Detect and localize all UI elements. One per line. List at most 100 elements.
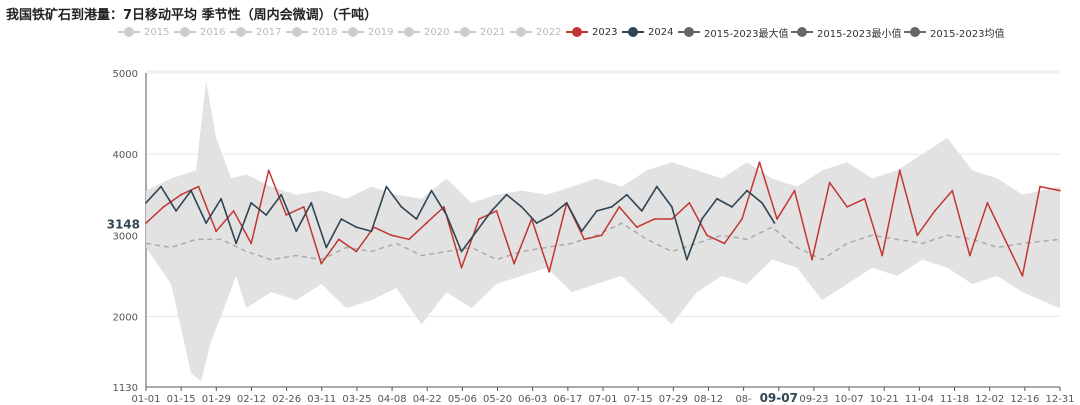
legend-label: 2022 bbox=[536, 26, 562, 38]
x-tick-label: 11-18 bbox=[940, 394, 969, 405]
legend-label: 2024 bbox=[648, 26, 674, 38]
data-point bbox=[580, 230, 583, 233]
data-point bbox=[548, 270, 551, 273]
legend-marker-icon bbox=[904, 26, 926, 38]
data-point bbox=[355, 250, 358, 253]
y-tick-label: 5000 bbox=[113, 69, 138, 80]
legend-item-2015-2023均值[interactable]: 2015-2023均值 bbox=[904, 24, 1005, 40]
legend-marker-icon bbox=[118, 26, 140, 38]
current-value-label: 3148 bbox=[107, 217, 140, 231]
data-point bbox=[595, 209, 598, 212]
x-tick-label: 07-29 bbox=[659, 394, 688, 405]
data-point bbox=[655, 185, 658, 188]
data-point bbox=[745, 189, 748, 192]
legend-marker-icon bbox=[398, 26, 420, 38]
y-tick-label: 3000 bbox=[113, 231, 138, 242]
data-point bbox=[280, 193, 283, 196]
x-tick-label: 12-16 bbox=[1010, 394, 1039, 405]
x-tick-label: 08- bbox=[735, 394, 752, 405]
page-title: 我国铁矿石到港量：7日移动平均 季节性（周内会微调）（千吨） bbox=[6, 8, 378, 23]
x-tick-label: 10-07 bbox=[835, 394, 864, 405]
data-point bbox=[550, 213, 553, 216]
x-tick-label: 01-15 bbox=[167, 394, 196, 405]
legend-item-2018[interactable]: 2018 bbox=[286, 24, 337, 40]
data-point bbox=[715, 197, 718, 200]
data-point bbox=[583, 238, 586, 241]
x-tick-label: 12-02 bbox=[975, 394, 1004, 405]
data-point bbox=[828, 181, 831, 184]
legend-label: 2023 bbox=[592, 26, 618, 38]
data-point bbox=[758, 161, 761, 164]
data-point bbox=[505, 193, 508, 196]
x-tick-label: 04-08 bbox=[378, 394, 407, 405]
data-point bbox=[635, 226, 638, 229]
x-tick-label: 01-29 bbox=[202, 394, 231, 405]
legend-item-2023[interactable]: 2023 bbox=[566, 24, 617, 40]
legend-label: 2016 bbox=[200, 26, 226, 38]
data-point bbox=[640, 209, 643, 212]
data-point bbox=[320, 262, 323, 265]
data-point bbox=[267, 169, 270, 172]
data-point bbox=[145, 201, 147, 204]
data-point bbox=[530, 218, 533, 221]
data-point bbox=[600, 234, 603, 237]
legend-label: 2015-2023均值 bbox=[930, 28, 1005, 40]
data-point bbox=[773, 222, 776, 225]
data-point bbox=[400, 205, 403, 208]
data-point bbox=[740, 218, 743, 221]
data-point bbox=[478, 218, 481, 221]
legend-item-2020[interactable]: 2020 bbox=[398, 24, 449, 40]
legend-marker-icon bbox=[510, 26, 532, 38]
x-tick-label: 03-11 bbox=[307, 394, 336, 405]
x-tick-label: 08-12 bbox=[694, 394, 723, 405]
data-point bbox=[425, 222, 428, 225]
x-tick-label: 05-20 bbox=[483, 394, 512, 405]
legend-item-2015[interactable]: 2015 bbox=[118, 24, 169, 40]
data-point bbox=[986, 201, 989, 204]
data-point bbox=[793, 189, 796, 192]
data-point bbox=[670, 218, 673, 221]
data-point bbox=[968, 254, 971, 257]
x-tick-label: 12-31 bbox=[1045, 394, 1074, 405]
legend-item-2019[interactable]: 2019 bbox=[342, 24, 393, 40]
x-tick-label: 07-15 bbox=[624, 394, 653, 405]
data-point bbox=[160, 185, 163, 188]
legend-item-2024[interactable]: 2024 bbox=[622, 24, 673, 40]
x-tick-label: 05-06 bbox=[448, 394, 477, 405]
data-point bbox=[235, 242, 238, 245]
max-min-band bbox=[146, 81, 1060, 382]
data-point bbox=[285, 213, 288, 216]
legend-item-2021[interactable]: 2021 bbox=[454, 24, 505, 40]
legend-marker-icon bbox=[678, 26, 700, 38]
mean-line bbox=[145, 222, 1061, 261]
y-tick-label: 1130 bbox=[113, 383, 138, 394]
data-point bbox=[653, 218, 656, 221]
legend-item-2015-2023最小值[interactable]: 2015-2023最小值 bbox=[791, 24, 902, 40]
legend-item-2022[interactable]: 2022 bbox=[510, 24, 561, 40]
data-point bbox=[145, 222, 147, 225]
data-point bbox=[325, 246, 328, 249]
data-point bbox=[220, 197, 223, 200]
data-point bbox=[723, 242, 726, 245]
data-point bbox=[215, 230, 218, 233]
data-point bbox=[705, 234, 708, 237]
legend-item-2015-2023最大值[interactable]: 2015-2023最大值 bbox=[678, 24, 789, 40]
data-point bbox=[430, 189, 433, 192]
data-point bbox=[337, 238, 340, 241]
data-point bbox=[730, 205, 733, 208]
data-point bbox=[175, 209, 178, 212]
data-point bbox=[685, 258, 688, 261]
legend-item-2016[interactable]: 2016 bbox=[174, 24, 225, 40]
data-point bbox=[355, 226, 358, 229]
data-point bbox=[881, 254, 884, 257]
legend-label: 2019 bbox=[368, 26, 394, 38]
data-point bbox=[370, 230, 373, 233]
data-point bbox=[513, 262, 516, 265]
data-point bbox=[415, 218, 418, 221]
data-point bbox=[1038, 185, 1041, 188]
legend-item-2017[interactable]: 2017 bbox=[230, 24, 281, 40]
data-point bbox=[442, 205, 445, 208]
legend-label: 2018 bbox=[312, 26, 338, 38]
data-point bbox=[180, 193, 183, 196]
